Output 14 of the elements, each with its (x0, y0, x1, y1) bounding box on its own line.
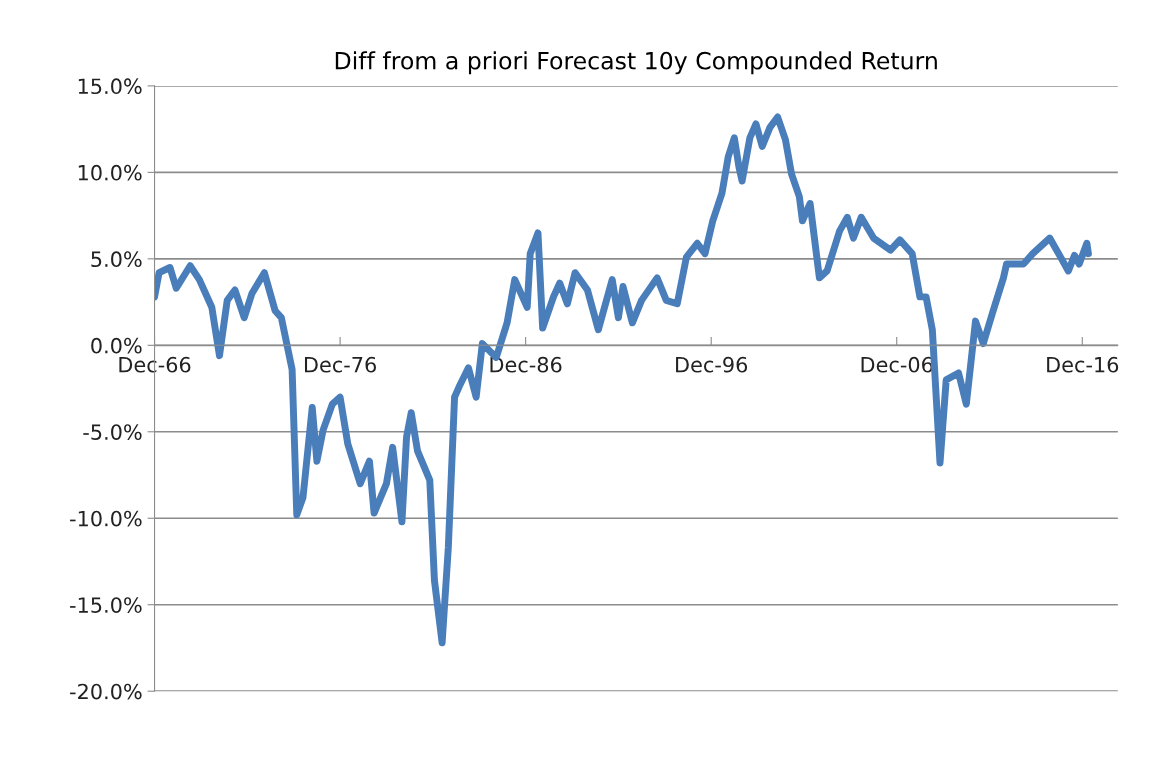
x-tick-label: Dec-66 (119, 356, 191, 373)
x-tick-label: Dec-86 (490, 356, 562, 373)
x-tick-label: Dec-96 (676, 356, 748, 373)
y-tick-label: 5.0% (91, 251, 142, 268)
y-tick-label: -5.0% (83, 424, 142, 440)
x-tick-label: Dec-16 (1047, 356, 1119, 373)
y-tick-label: -15.0% (70, 597, 142, 613)
y-tick-label: -20.0% (70, 683, 142, 700)
x-tick-label: Dec-76 (304, 356, 376, 373)
y-tick-label: 0.0% (91, 337, 142, 354)
y-tick-label: -10.0% (70, 510, 142, 527)
chart-title: Diff from a priori Forecast 10y Compounded Return (335, 51, 937, 75)
y-tick-label: 15.0% (78, 78, 142, 95)
y-tick-label: 10.0% (78, 164, 142, 181)
